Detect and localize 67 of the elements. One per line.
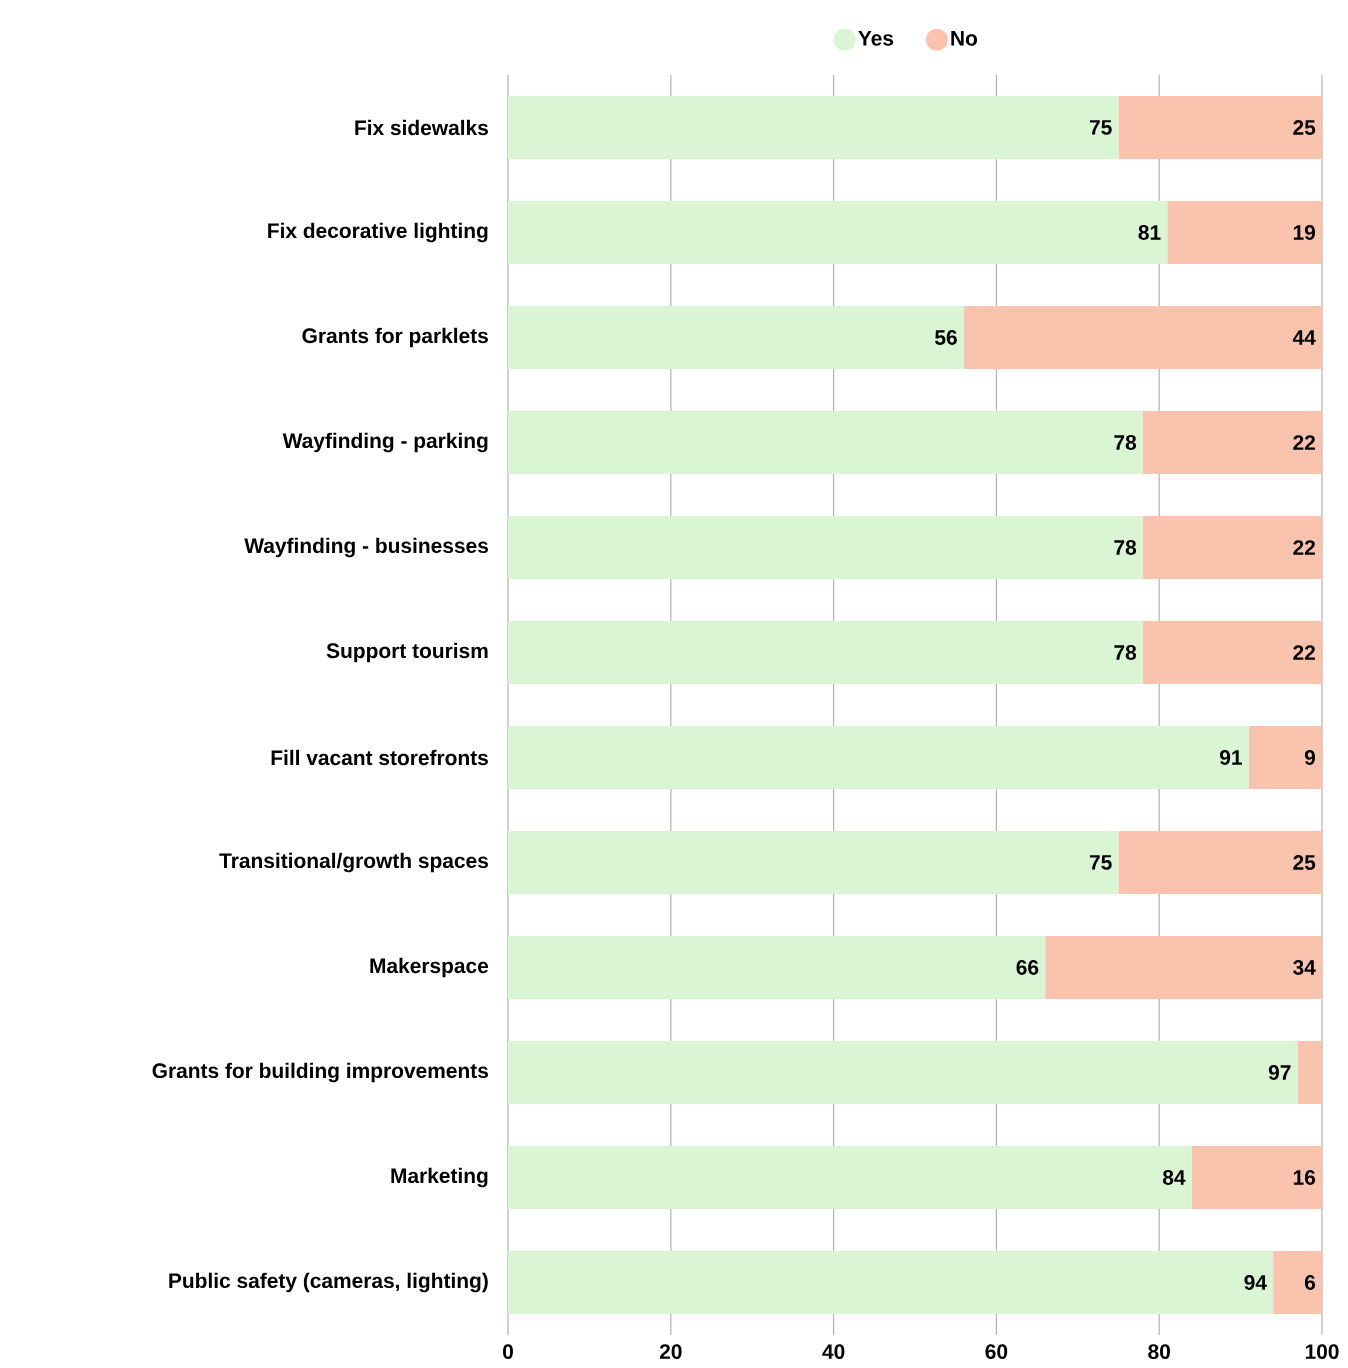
bar xyxy=(1273,1251,1322,1315)
bar xyxy=(508,1146,1192,1210)
x-tick-label: 80 xyxy=(1148,1344,1170,1359)
bar xyxy=(1297,1041,1322,1105)
bar xyxy=(508,621,1143,685)
data-label: 84 xyxy=(1162,1170,1186,1185)
x-tick-label: 60 xyxy=(985,1344,1008,1359)
data-label: 44 xyxy=(1292,330,1316,345)
data-label: 94 xyxy=(1244,1275,1267,1290)
bar xyxy=(508,1251,1274,1315)
bar xyxy=(508,96,1119,160)
y-tick-label: Support tourism xyxy=(326,642,488,663)
y-tick-label: Grants for building improvements xyxy=(152,1062,488,1083)
y-tick-label: Grants for parklets xyxy=(302,327,488,348)
bar xyxy=(508,936,1046,1000)
x-tick-label: 100 xyxy=(1305,1344,1339,1359)
data-label: 16 xyxy=(1293,1170,1316,1185)
y-tick-label: Marketing xyxy=(391,1167,488,1188)
data-label: 34 xyxy=(1293,960,1316,975)
data-label: 78 xyxy=(1114,645,1137,660)
data-label: 25 xyxy=(1293,855,1316,870)
bar xyxy=(1142,411,1322,475)
data-label: 9 xyxy=(1304,750,1316,765)
x-tick-label: 0 xyxy=(503,1344,513,1359)
bar xyxy=(1118,96,1322,160)
x-tick-label: 40 xyxy=(822,1344,845,1359)
bar xyxy=(1118,831,1322,895)
y-tick-label: Wayfinding - parking xyxy=(282,432,488,453)
bar xyxy=(508,411,1143,475)
bar xyxy=(508,201,1168,265)
y-tick-label: Wayfinding - businesses xyxy=(244,537,488,558)
data-label: 6 xyxy=(1304,1275,1316,1290)
bar xyxy=(963,306,1322,370)
bar xyxy=(508,306,964,370)
data-label: 66 xyxy=(1016,960,1039,975)
legend-label: No xyxy=(951,31,978,46)
data-label: 19 xyxy=(1293,225,1316,240)
bar xyxy=(508,831,1119,895)
data-label: 97 xyxy=(1268,1065,1291,1080)
bar xyxy=(1142,621,1322,685)
bar xyxy=(508,516,1143,580)
y-tick-label: Transitional/growth spaces xyxy=(219,852,488,873)
bar xyxy=(1248,726,1322,790)
y-tick-label: Fix sidewalks xyxy=(355,119,488,136)
legend-label: Yes xyxy=(858,31,894,46)
data-label: 75 xyxy=(1089,855,1112,870)
y-tick-label: Makerspace xyxy=(370,957,489,978)
bar xyxy=(1142,516,1322,580)
data-label: 22 xyxy=(1293,645,1315,660)
bar xyxy=(1167,201,1322,265)
x-tick-label: 20 xyxy=(659,1344,682,1359)
bar xyxy=(508,1041,1298,1105)
y-tick-label: Fill vacant storefronts xyxy=(271,749,488,766)
data-label: 78 xyxy=(1114,435,1137,450)
data-label: 75 xyxy=(1089,120,1112,135)
bar xyxy=(1191,1146,1322,1210)
data-label: 56 xyxy=(935,330,957,345)
data-label: 25 xyxy=(1293,120,1316,135)
data-label: 91 xyxy=(1220,750,1242,765)
y-tick-label: Fix decorative lighting xyxy=(268,222,488,243)
data-label: 78 xyxy=(1114,540,1137,555)
y-tick-label: Public safety (cameras, lighting) xyxy=(169,1272,488,1293)
bar xyxy=(1045,936,1322,1000)
bar xyxy=(508,726,1249,790)
data-label: 81 xyxy=(1138,225,1161,240)
data-label: 22 xyxy=(1293,540,1315,555)
data-label: 22 xyxy=(1293,435,1315,450)
